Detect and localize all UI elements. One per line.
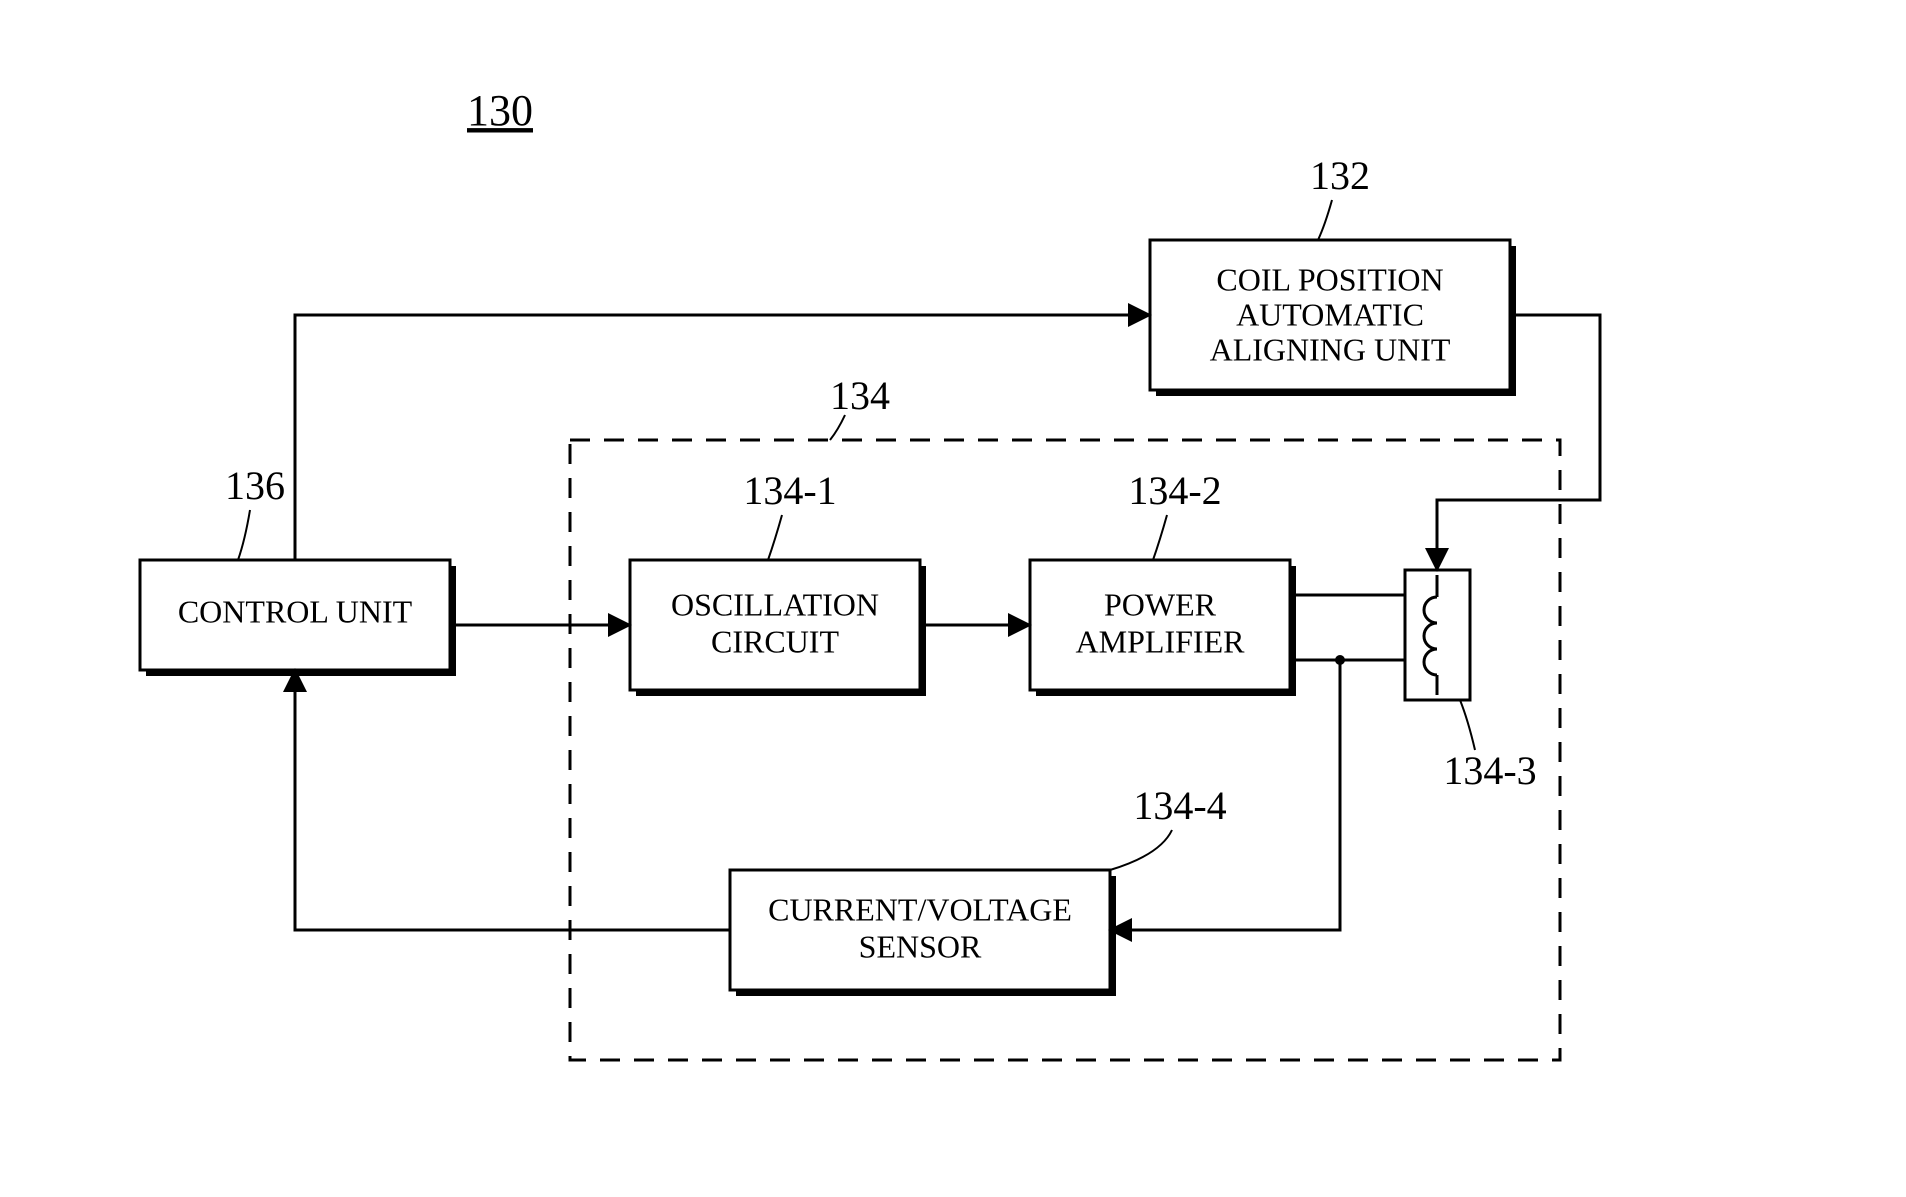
aligning-unit-label-1: COIL POSITION: [1216, 261, 1443, 297]
block-diagram: 130 134 CONTROL UNIT 136 COIL POSITION A…: [0, 0, 1906, 1197]
osc-circuit-ref: 134-1: [743, 468, 836, 513]
power-amp-block: POWER AMPLIFIER: [1030, 560, 1296, 696]
arrow-control-to-aligning: [295, 315, 1150, 560]
osc-circuit-label-1: OSCILLATION: [671, 586, 879, 622]
osc-circuit-block: OSCILLATION CIRCUIT: [630, 560, 926, 696]
leader-134-1: [768, 515, 782, 560]
aligning-unit-block: COIL POSITION AUTOMATIC ALIGNING UNIT: [1150, 240, 1516, 396]
leader-134: [830, 415, 845, 440]
leader-136: [238, 510, 250, 560]
cv-sensor-ref: 134-4: [1133, 783, 1226, 828]
leader-134-2: [1153, 515, 1167, 560]
control-unit-block: CONTROL UNIT: [140, 560, 456, 676]
aligning-unit-label-2: AUTOMATIC: [1236, 296, 1424, 332]
junction-dot: [1335, 655, 1345, 665]
power-amp-label-1: POWER: [1104, 586, 1217, 622]
cv-sensor-label-2: SENSOR: [859, 928, 982, 964]
osc-circuit-label-2: CIRCUIT: [711, 623, 839, 659]
leader-134-3: [1460, 700, 1475, 750]
control-unit-ref: 136: [225, 463, 285, 508]
power-amp-ref: 134-2: [1128, 468, 1221, 513]
control-unit-label: CONTROL UNIT: [178, 593, 413, 629]
arrow-sensor-to-control: [295, 670, 730, 930]
aligning-unit-label-3: ALIGNING UNIT: [1210, 331, 1451, 367]
group-134-ref: 134: [830, 373, 890, 418]
coil-block: [1405, 570, 1470, 700]
cv-sensor-label-1: CURRENT/VOLTAGE: [768, 891, 1072, 927]
power-amp-label-2: AMPLIFIER: [1076, 623, 1246, 659]
leader-134-4: [1110, 830, 1172, 870]
figure-ref-title: 130: [467, 86, 533, 135]
aligning-unit-ref: 132: [1310, 153, 1370, 198]
coil-ref: 134-3: [1443, 748, 1536, 793]
leader-132: [1318, 200, 1332, 240]
cv-sensor-block: CURRENT/VOLTAGE SENSOR: [730, 870, 1116, 996]
